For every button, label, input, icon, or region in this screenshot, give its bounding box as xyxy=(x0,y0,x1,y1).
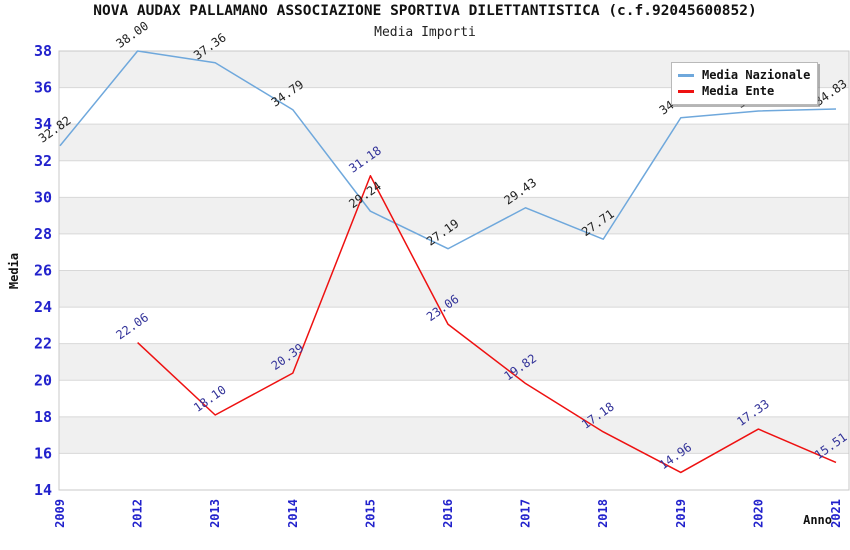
x-tick-label: 2009 xyxy=(53,499,67,528)
series-line-media-nazionale xyxy=(59,50,837,250)
legend: Media Nazionale Media Ente xyxy=(671,62,818,105)
x-tick-label: 2019 xyxy=(674,499,688,528)
x-tick-label: 2020 xyxy=(751,499,765,528)
y-tick-label: 24 xyxy=(34,298,52,316)
x-tick-label: 2014 xyxy=(286,499,300,528)
y-tick-label: 20 xyxy=(34,371,52,389)
x-tick-label: 2017 xyxy=(519,499,533,528)
y-tick-label: 38 xyxy=(34,42,52,60)
x-axis-title: Anno xyxy=(803,513,832,527)
gray-band xyxy=(59,343,849,381)
gray-band xyxy=(59,270,849,308)
y-tick-label: 26 xyxy=(34,262,52,280)
y-axis-tick-labels: 38 36 34 32 30 28 26 24 22 20 18 16 14 xyxy=(34,42,52,499)
series-lines xyxy=(59,50,837,474)
chart-subtitle: Media Importi xyxy=(374,25,476,40)
y-tick-label: 34 xyxy=(34,115,52,133)
point-label: 22.06 xyxy=(113,310,151,342)
y-tick-label: 28 xyxy=(34,225,52,243)
gray-band xyxy=(59,197,849,234)
x-tick-label: 2015 xyxy=(363,499,377,528)
x-tick-label: 2016 xyxy=(441,499,455,528)
y-tick-label: 22 xyxy=(34,335,52,353)
point-label: 38.00 xyxy=(113,19,151,51)
plot-frame xyxy=(58,50,850,491)
x-tick-label: 2013 xyxy=(208,499,222,528)
legend-item-media-nazionale: Media Nazionale xyxy=(678,67,817,83)
y-axis-title: Media xyxy=(7,253,21,289)
background-bands xyxy=(59,51,849,454)
legend-item-media-ente: Media Ente xyxy=(678,83,817,99)
series-line-media-ente xyxy=(137,174,837,474)
x-tick-label: 2012 xyxy=(131,499,145,528)
gray-band xyxy=(59,124,849,161)
chart-title: NOVA AUDAX PALLAMANO ASSOCIAZIONE SPORTI… xyxy=(93,3,757,19)
x-axis-tick-labels: 2009 2012 2013 2014 2015 2016 2017 2018 2019 2020… xyxy=(53,499,843,528)
y-tick-label: 30 xyxy=(34,188,52,206)
x-tick-label: 2018 xyxy=(596,499,610,528)
gray-band xyxy=(59,416,849,454)
legend-swatch-media-nazionale xyxy=(678,73,694,77)
y-tick-label: 32 xyxy=(34,152,52,170)
legend-swatch-media-ente xyxy=(678,89,694,93)
y-tick-label: 18 xyxy=(34,408,52,426)
y-tick-label: 14 xyxy=(34,481,52,499)
legend-label-media-ente: Media Ente xyxy=(702,84,775,98)
x-tick-label: 2021 xyxy=(829,499,843,528)
legend-label-media-nazionale: Media Nazionale xyxy=(702,68,811,82)
y-tick-label: 36 xyxy=(34,79,52,97)
y-tick-label: 16 xyxy=(34,444,52,462)
